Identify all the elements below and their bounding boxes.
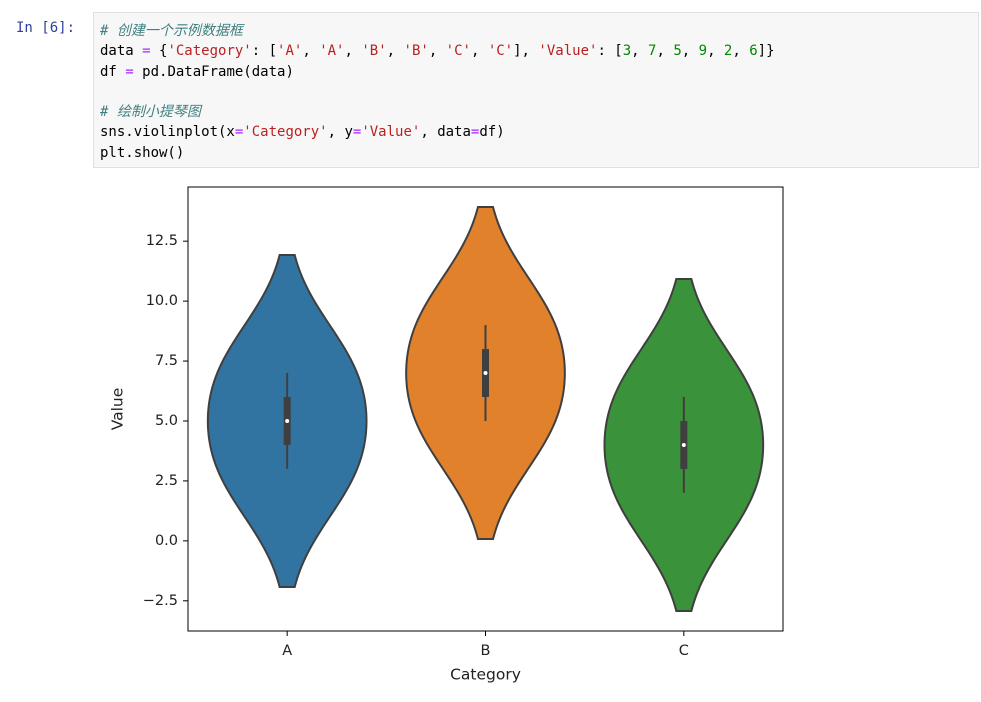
- code-token: , data: [420, 124, 471, 141]
- code-token: {: [150, 43, 168, 60]
- median: [483, 371, 488, 376]
- code-token: =: [125, 63, 134, 80]
- code-token: 'A': [319, 43, 345, 60]
- code-token: sns.violinplot(x: [100, 124, 235, 141]
- code-line: sns.violinplot(x='Category', y='Value', …: [100, 122, 978, 142]
- y-tick-label: 0.0: [155, 533, 178, 549]
- y-tick-label: 5.0: [155, 413, 178, 429]
- code-token: =: [470, 124, 480, 141]
- code-cell[interactable]: # 创建一个示例数据框 data = {'Category': ['A', 'A'…: [93, 12, 979, 168]
- code-token: # 绘制小提琴图: [100, 104, 201, 121]
- code-token: : [: [251, 43, 278, 60]
- code-token: ,: [707, 43, 724, 60]
- median: [681, 442, 686, 447]
- code-token: 'B': [403, 43, 429, 60]
- code-token: ,: [631, 43, 649, 60]
- plot-frame: [187, 186, 784, 632]
- code-token: 'C': [445, 43, 471, 60]
- code-line: # 创建一个示例数据框: [100, 21, 978, 41]
- code-token: =: [352, 124, 362, 141]
- code-line: plt.show(): [100, 143, 978, 163]
- code-token: ,: [732, 43, 750, 60]
- code-token: 'A': [277, 43, 303, 60]
- code-line: data = {'Category': ['A', 'A', 'B', 'B',…: [100, 41, 978, 61]
- cell-prompt: In [6]:: [16, 20, 76, 36]
- code-token: 6: [749, 43, 758, 60]
- code-token: 'Category': [243, 124, 328, 141]
- median: [285, 418, 290, 423]
- code-token: , y: [327, 124, 353, 141]
- x-tick-label: A: [282, 643, 292, 659]
- code-line: df = pd.DataFrame(data): [100, 62, 978, 82]
- code-token: 9: [698, 43, 708, 60]
- code-token: 'Value': [361, 124, 421, 141]
- y-tick-label: 12.5: [146, 233, 178, 249]
- code-token: 'C': [487, 43, 514, 60]
- code-token: # 创建一个示例数据框: [100, 23, 243, 39]
- y-tick-label: 10.0: [146, 293, 178, 309]
- code-token: =: [234, 124, 244, 141]
- y-tick-label: −2.5: [143, 593, 178, 609]
- code-token: ,: [428, 43, 446, 60]
- code-token: =: [142, 43, 151, 60]
- code-line: # 绘制小提琴图: [100, 102, 978, 122]
- code-token: ],: [513, 43, 539, 60]
- code-token: data: [100, 43, 143, 60]
- code-token: pd.DataFrame(data): [133, 63, 294, 80]
- x-tick-label: C: [679, 643, 689, 659]
- code-token: 7: [648, 43, 657, 60]
- x-tick-label: B: [481, 643, 491, 659]
- code-token: 'Value': [538, 43, 598, 60]
- code-token: df): [479, 124, 505, 141]
- code-token: ,: [386, 43, 404, 60]
- code-token: 5: [673, 43, 682, 60]
- code-token: 2: [723, 43, 733, 60]
- code-token: 'B': [361, 43, 387, 60]
- y-tick-label: 2.5: [155, 473, 178, 489]
- code-token: plt.show(): [100, 144, 185, 161]
- x-axis-label: Category: [450, 666, 521, 684]
- code-token: df: [100, 63, 126, 80]
- code-token: ,: [656, 43, 674, 60]
- code-token: : [: [597, 43, 623, 60]
- code-token: 3: [622, 43, 632, 60]
- code-token: ]}: [757, 43, 775, 60]
- code-token: ,: [344, 43, 362, 60]
- code-token: ,: [470, 43, 488, 60]
- code-token: 'Category': [167, 43, 252, 60]
- code-token: ,: [302, 43, 320, 60]
- y-tick-label: 7.5: [155, 353, 178, 369]
- y-axis-label: Value: [109, 388, 127, 431]
- code-token: ,: [681, 43, 699, 60]
